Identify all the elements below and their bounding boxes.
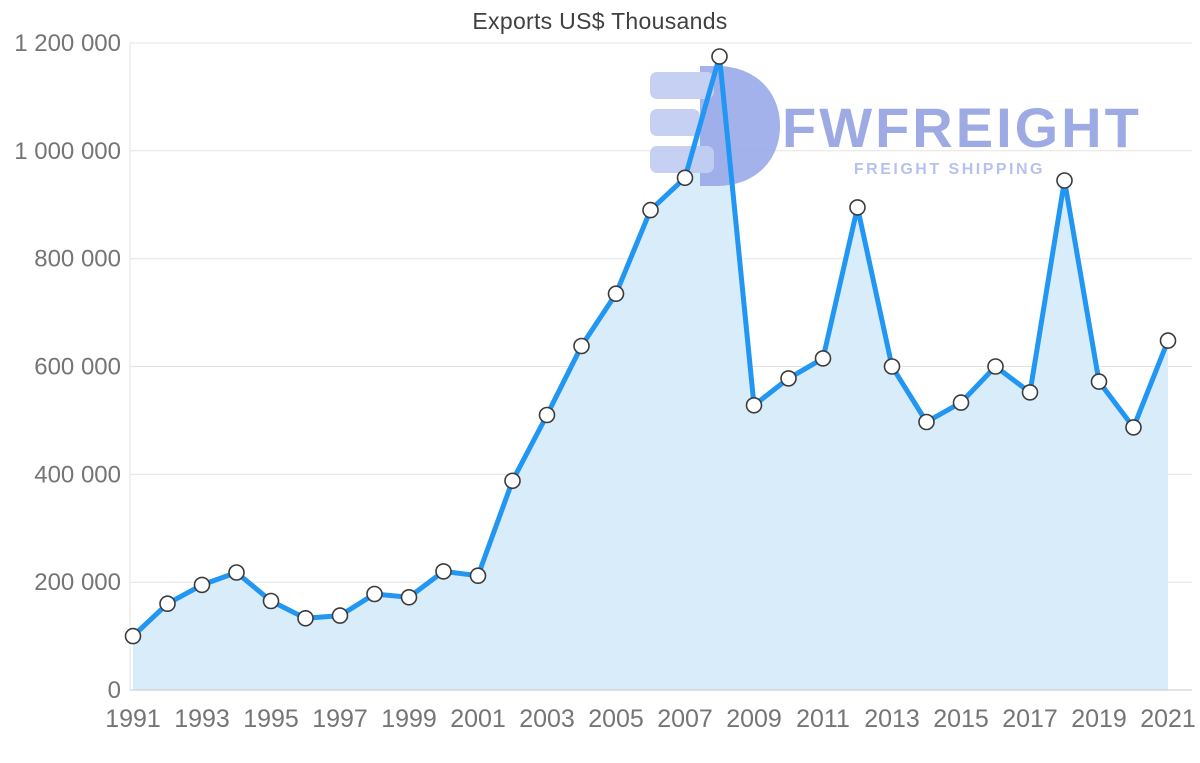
x-tick-label: 2009 bbox=[726, 705, 782, 733]
logo-bar-top bbox=[650, 72, 714, 99]
data-point-marker[interactable] bbox=[711, 48, 728, 65]
x-tick-label: 2021 bbox=[1140, 705, 1196, 733]
data-point-marker[interactable] bbox=[331, 607, 349, 624]
logo-d-shape bbox=[700, 66, 780, 186]
watermark-brand-text: FWFREIGHT bbox=[782, 96, 1142, 159]
data-point-marker[interactable] bbox=[504, 472, 521, 490]
data-point-marker[interactable] bbox=[849, 199, 866, 216]
data-point-marker[interactable] bbox=[435, 563, 452, 580]
x-tick-label: 2001 bbox=[450, 705, 506, 733]
data-point-marker[interactable] bbox=[193, 576, 211, 594]
x-tick-label: 1991 bbox=[105, 705, 161, 733]
data-point-marker[interactable] bbox=[1056, 172, 1073, 189]
x-tick-label: 1995 bbox=[243, 705, 299, 733]
y-tick-label: 200 000 bbox=[34, 569, 121, 596]
y-tick-label: 0 bbox=[108, 677, 121, 704]
data-point-marker[interactable] bbox=[538, 406, 556, 424]
data-markers bbox=[124, 48, 1177, 645]
watermark-tagline-text: FREIGHT SHIPPING bbox=[854, 161, 1045, 178]
data-point-marker[interactable] bbox=[1159, 332, 1177, 349]
data-point-marker[interactable] bbox=[124, 627, 142, 645]
x-tick-label: 1997 bbox=[312, 705, 368, 733]
y-tick-label: 600 000 bbox=[34, 354, 121, 381]
x-tick-label: 2007 bbox=[657, 705, 713, 733]
x-tick-label: 2019 bbox=[1071, 705, 1127, 733]
data-point-marker[interactable] bbox=[366, 585, 383, 603]
chart-title: Exports US$ Thousands bbox=[472, 8, 728, 34]
logo-bar-bottom bbox=[650, 146, 714, 173]
data-point-marker[interactable] bbox=[745, 396, 763, 414]
data-point-marker[interactable] bbox=[297, 609, 314, 627]
data-point-marker[interactable] bbox=[987, 358, 1004, 375]
logo-bar-middle bbox=[650, 109, 700, 136]
x-axis-labels: 1991 1993 1995 1997 1999 2001 2003 2005 2007 2009… bbox=[105, 705, 1196, 733]
area-fill bbox=[133, 56, 1168, 690]
data-point-marker[interactable] bbox=[952, 394, 970, 411]
data-point-marker[interactable] bbox=[1125, 419, 1142, 436]
x-tick-label: 2003 bbox=[519, 705, 575, 733]
data-point-marker[interactable] bbox=[573, 337, 590, 355]
x-tick-label: 2013 bbox=[864, 705, 920, 733]
x-tick-label: 2017 bbox=[1002, 705, 1058, 733]
data-point-marker[interactable] bbox=[814, 350, 832, 367]
y-tick-label: 1 000 000 bbox=[14, 138, 121, 165]
data-point-marker[interactable] bbox=[262, 592, 280, 610]
data-point-marker[interactable] bbox=[918, 413, 935, 431]
x-tick-label: 1993 bbox=[174, 705, 230, 733]
y-axis-labels: 0 200 000 400 000 600 000 800 000 1 000 000 1 … bbox=[14, 30, 121, 704]
x-tick-label: 2011 bbox=[796, 705, 850, 733]
data-point-marker[interactable] bbox=[676, 169, 694, 187]
data-point-marker[interactable] bbox=[1090, 373, 1108, 390]
y-tick-label: 800 000 bbox=[34, 246, 121, 273]
data-point-marker[interactable] bbox=[1021, 384, 1039, 401]
y-tick-label: 1 200 000 bbox=[14, 30, 121, 57]
data-point-marker[interactable] bbox=[780, 370, 797, 387]
data-point-marker[interactable] bbox=[400, 588, 418, 606]
x-tick-label: 2015 bbox=[933, 705, 989, 733]
data-point-marker[interactable] bbox=[228, 564, 245, 581]
data-point-marker[interactable] bbox=[159, 595, 176, 613]
y-tick-label: 400 000 bbox=[34, 461, 121, 488]
fwfreight-logo-icon bbox=[650, 66, 780, 186]
x-tick-label: 1999 bbox=[381, 705, 437, 733]
data-point-marker[interactable] bbox=[607, 285, 625, 303]
data-point-marker[interactable] bbox=[469, 567, 487, 585]
x-tick-label: 2005 bbox=[588, 705, 644, 733]
data-point-marker[interactable] bbox=[642, 201, 659, 219]
data-point-marker[interactable] bbox=[883, 358, 901, 375]
area-series bbox=[133, 56, 1168, 690]
watermark: FWFREIGHT FREIGHT SHIPPING bbox=[650, 66, 1142, 186]
